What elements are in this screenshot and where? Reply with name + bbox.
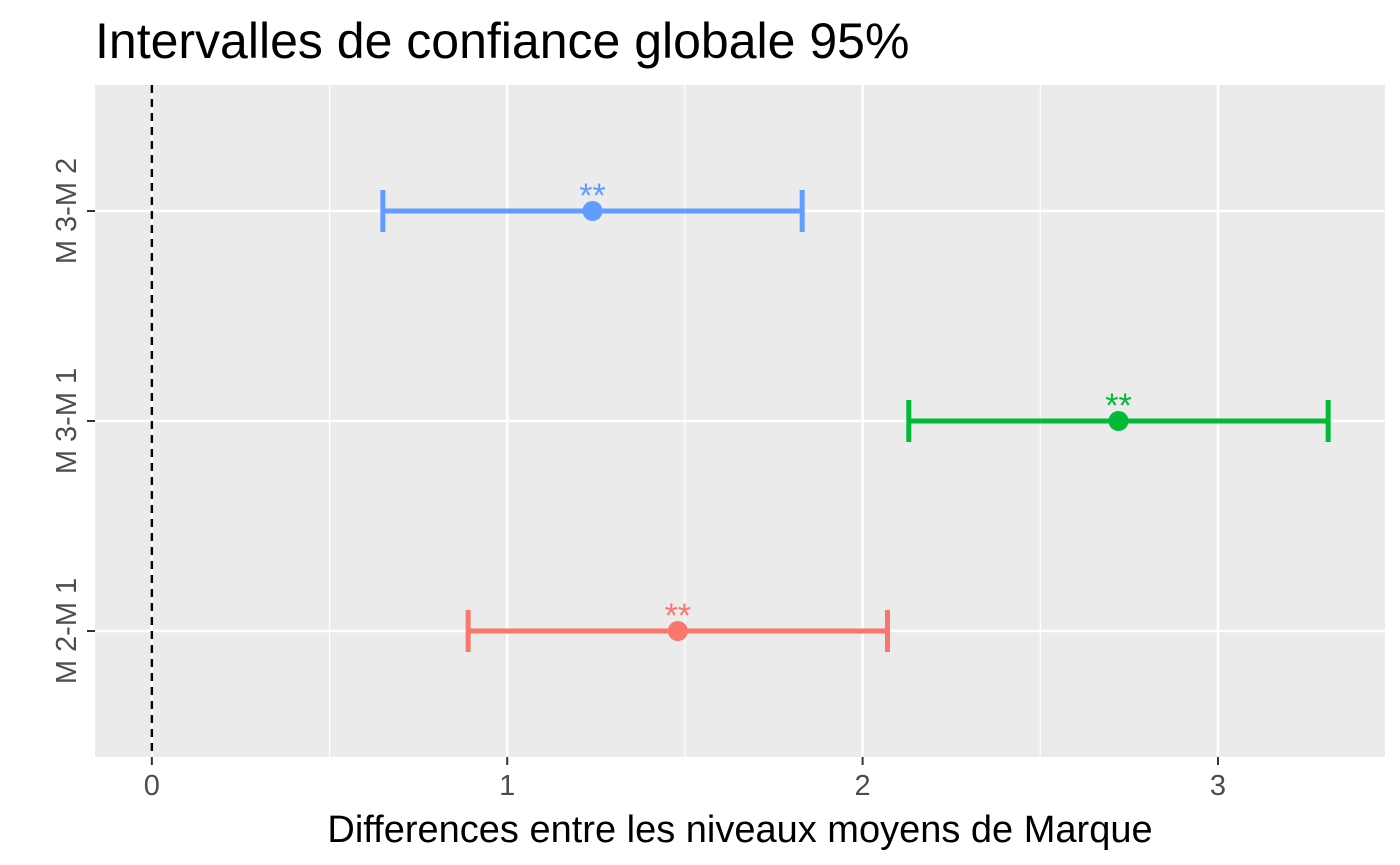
y-axis: M 3-M 2 M 3-M 1 M 2-M 1 [51,158,95,684]
y-tick-label: M 3-M 2 [51,158,83,264]
significance-label: ** [1105,387,1131,425]
interval-group: ** [380,177,805,232]
x-tick-label: 1 [499,770,515,802]
x-tick-label: 0 [144,770,160,802]
x-tick-label: 2 [855,770,871,802]
estimate-point [1108,411,1129,431]
x-axis: 0 1 2 3 [144,757,1226,802]
interval-group: ** [465,597,890,652]
significance-label: ** [579,177,605,215]
interval-marks: ** ** ** [380,177,1331,652]
estimate-point [667,621,688,641]
interval-group: ** [906,387,1331,442]
significance-label: ** [665,597,691,635]
estimate-point [582,201,603,221]
chart-title: Intervalles de confiance globale 95% [95,13,909,69]
x-axis-label: Differences entre les niveaux moyens de … [327,809,1152,851]
y-tick-label: M 3-M 1 [51,368,83,474]
y-tick-label: M 2-M 1 [51,578,83,684]
x-tick-label: 3 [1210,770,1226,802]
